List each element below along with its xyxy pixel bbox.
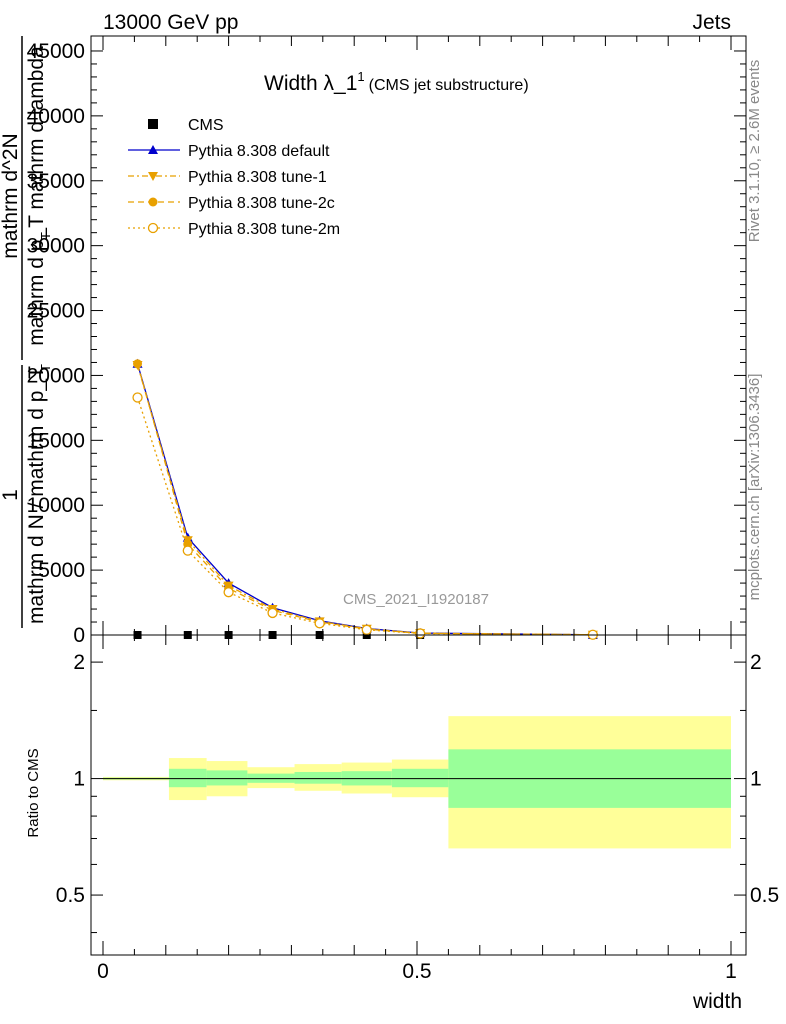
title-superscript: 1 <box>357 69 364 84</box>
series-point <box>182 545 193 556</box>
ylabel-denominator-dptdl: mathrm d p_T mathrm d lambda <box>25 46 48 346</box>
series-point <box>267 607 278 619</box>
main-axes: 0 5000 10000 15000 20000 25000 30000 35000 40000… <box>27 35 747 647</box>
xtick-label: 0.5 <box>402 960 431 983</box>
legend-marker <box>148 145 158 154</box>
legend-label: Pythia 8.308 tune-2c <box>188 195 335 212</box>
ratio-ytick-label: 2 <box>73 651 85 674</box>
main-ytick-label: 25000 <box>27 300 85 323</box>
svg-text:Width λ_11(CMS jet substructur: Width λ_11 (CMS jet substructure) <box>264 69 529 95</box>
xtick-label: 0 <box>97 960 109 983</box>
title-note: (CMS jet substructure) <box>369 77 529 94</box>
legend-label: Pythia 8.308 tune-1 <box>188 169 327 186</box>
series-line <box>136 397 593 636</box>
main-ytick-label: 40000 <box>27 105 85 128</box>
category-label: Jets <box>692 11 731 34</box>
ylabel-numerator-one: 1 <box>0 489 22 501</box>
main-ytick-label: 10000 <box>27 494 85 517</box>
main-ytick-label: 45000 <box>27 40 85 63</box>
main-ytick-label: 35000 <box>27 170 85 193</box>
ylabel-numerator-d2n: mathrm d^2N <box>0 133 22 258</box>
title-main: Width λ_1 <box>264 72 357 95</box>
analysis-watermark: CMS_2021_I1920187 <box>343 591 489 608</box>
ratio-ytick-label-right: 0.5 <box>750 884 779 907</box>
stat-uncertainty-band <box>294 771 342 784</box>
legend-marker <box>148 197 158 207</box>
ylabel-subscript-1: T <box>38 364 53 372</box>
ratio-ylabel: Ratio to CMS <box>25 748 42 837</box>
main-series-layer <box>132 358 598 640</box>
main-ytick-label: 5000 <box>38 559 85 582</box>
main-ytick-label: 30000 <box>27 235 85 258</box>
stat-uncertainty-band <box>168 768 207 788</box>
series-point <box>361 624 372 635</box>
ratio-ytick-label: 0.5 <box>56 884 85 907</box>
stat-uncertainty-band <box>206 770 248 786</box>
rivet-label: Rivet 3.1.10, ≥ 2.6M events <box>746 60 763 243</box>
xtick-label: 1 <box>725 960 737 983</box>
main-ylabel: 1 mathrm d N / mathrm d p_T T mathrm d^2… <box>0 36 53 628</box>
ratio-ytick-label-right: 2 <box>750 651 762 674</box>
ylabel-subscript-2: T <box>38 232 53 240</box>
series-point <box>314 618 325 629</box>
legend: CMS Pythia 8.308 default Pythia 8.308 tune… <box>128 117 340 238</box>
mcplots-label: mcplots.cern.ch [arXiv:1306.3436] <box>746 374 763 601</box>
series-line <box>136 363 593 636</box>
ratio-uncertainty-bands <box>103 716 731 849</box>
series-point <box>132 392 143 403</box>
ylabel-denominator-dndpt: mathrm d N / mathrm d p_T <box>25 366 48 624</box>
plot-title: Width λ_11 (CMS jet substructure) <box>264 69 529 95</box>
ratio-ytick-label: 1 <box>73 768 85 791</box>
main-ytick-label: 0 <box>73 624 85 647</box>
legend-marker <box>148 172 158 181</box>
legend-label: Pythia 8.308 default <box>188 143 330 160</box>
process-label: 13000 GeV pp <box>103 11 238 34</box>
xlabel: width <box>692 990 742 1013</box>
legend-label: Pythia 8.308 tune-2m <box>188 221 340 238</box>
legend-marker <box>148 119 158 129</box>
ratio-ytick-label-right: 1 <box>750 768 762 791</box>
legend-marker <box>147 222 159 234</box>
legend-label: CMS <box>188 117 224 134</box>
series-point <box>223 587 234 598</box>
series-line <box>136 364 593 636</box>
series-point <box>414 628 426 639</box>
main-ytick-label: 15000 <box>27 429 85 452</box>
ratio-axes: 0.5 0.5 1 1 2 2 0 0.5 1 <box>56 634 779 983</box>
series-point <box>133 359 143 369</box>
ratio-frame <box>90 634 747 956</box>
main-ytick-label: 20000 <box>27 364 85 387</box>
stat-uncertainty-band <box>391 768 449 788</box>
